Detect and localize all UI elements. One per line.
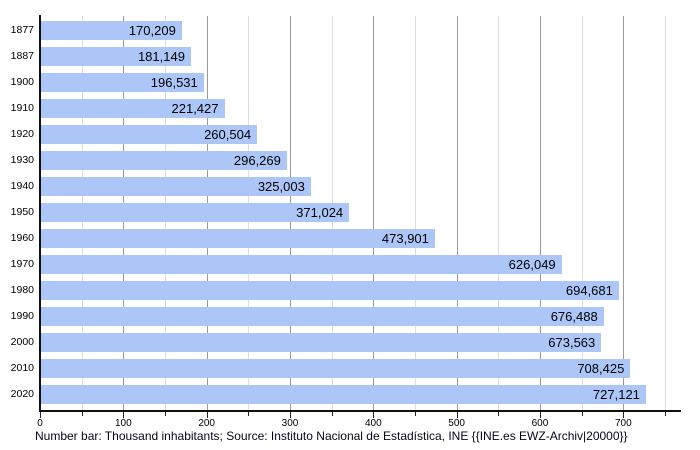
bar-1920: 260,504	[40, 124, 258, 144]
bar-row: 196,531	[40, 69, 668, 95]
bar-row: 181,149	[40, 43, 668, 69]
axis-tick-major	[123, 412, 125, 418]
plot-area: 170,209 181,149 196,531 221,427 260,504 296,2…	[40, 16, 668, 410]
x-tick-label: 600	[531, 418, 549, 429]
y-axis-line	[39, 15, 41, 411]
year-axis-label: 1910	[10, 102, 34, 114]
axis-tick-minor	[664, 412, 666, 416]
bar-row: 694,681	[40, 277, 668, 303]
x-tick-label: 0	[37, 418, 43, 429]
x-tick-label: 100	[114, 418, 132, 429]
bar-value-label: 260,504	[204, 126, 252, 142]
x-tick-label: 400	[364, 418, 382, 429]
year-axis-label: 1877	[10, 24, 34, 36]
axis-tick-major	[539, 412, 541, 418]
x-tick-label: 200	[198, 418, 215, 429]
bar-value-label: 708,425	[577, 360, 625, 376]
year-axis-label: 2000	[10, 336, 34, 348]
bar-row: 473,901	[40, 225, 668, 251]
bar-row: 371,024	[40, 199, 668, 225]
year-axis-label: 2020	[10, 388, 34, 400]
bar-2020: 727,121	[40, 384, 646, 404]
gridline-minor	[414, 16, 416, 410]
axis-tick-minor	[414, 412, 416, 416]
year-axis-label: 1930	[10, 154, 34, 166]
bar-row: 626,049	[40, 251, 668, 277]
bar-1940: 325,003	[40, 176, 311, 196]
x-tick-label: 300	[281, 418, 299, 429]
bar-1970: 626,049	[40, 254, 562, 274]
bar-row: 676,488	[40, 303, 668, 329]
axis-tick-minor	[581, 412, 583, 416]
bar-value-label: 371,024	[296, 204, 344, 220]
bar-value-label: 673,563	[548, 334, 596, 350]
axis-tick-major	[40, 412, 41, 418]
gridline-major	[456, 16, 458, 410]
bar-1877: 170,209	[40, 20, 182, 40]
x-tick-label: 500	[448, 418, 465, 429]
bar-value-label: 325,003	[257, 178, 305, 194]
year-axis-label: 1950	[10, 206, 34, 218]
bar-value-label: 181,149	[137, 48, 185, 64]
axis-tick-minor	[498, 412, 500, 416]
axis-tick-minor	[248, 412, 250, 416]
x-axis-line	[39, 410, 681, 412]
gridline-major	[539, 16, 541, 410]
bar-value-label: 170,209	[128, 22, 176, 38]
bar-1980: 694,681	[40, 280, 619, 300]
chart-caption: Number bar: Thousand inhabitants; Source…	[35, 429, 628, 443]
year-axis-label: 1960	[10, 232, 34, 244]
axis-tick-major	[206, 412, 208, 418]
axis-tick-major	[373, 412, 375, 418]
axis-tick-major	[456, 412, 458, 418]
bar-value-label: 296,269	[233, 152, 281, 168]
gridline-major	[373, 16, 375, 410]
gridline-minor	[498, 16, 500, 410]
year-axis-label: 1970	[10, 258, 34, 270]
gridline-minor	[664, 16, 666, 410]
bar-row: 296,269	[40, 147, 668, 173]
axis-tick-minor	[81, 412, 83, 416]
bar-value-label: 676,488	[550, 308, 598, 324]
bar-row: 727,121	[40, 381, 668, 407]
axis-tick-minor	[331, 412, 333, 416]
bar-row: 170,209	[40, 17, 668, 43]
x-tick-label: 700	[614, 418, 632, 429]
bar-value-label: 626,049	[508, 256, 556, 272]
gridline-major	[623, 16, 625, 410]
bar-1930: 296,269	[40, 150, 287, 170]
bar-1950: 371,024	[40, 202, 350, 222]
bar-value-label: 473,901	[381, 230, 429, 246]
bar-row: 221,427	[40, 95, 668, 121]
year-axis-label: 2010	[10, 362, 34, 374]
bar-2000: 673,563	[40, 332, 602, 352]
bar-2010: 708,425	[40, 358, 631, 378]
year-axis-label: 1900	[10, 76, 34, 88]
bar-row: 673,563	[40, 329, 668, 355]
year-axis-label: 1980	[10, 284, 34, 296]
axis-tick-major	[289, 412, 291, 418]
bar-value-label: 694,681	[565, 282, 613, 298]
bar-value-label: 727,121	[592, 386, 640, 402]
bar-1910: 221,427	[40, 98, 225, 118]
axis-tick-minor	[164, 412, 166, 416]
year-axis-label: 1990	[10, 310, 34, 322]
bar-value-label: 221,427	[171, 100, 219, 116]
year-axis-label: 1940	[10, 180, 34, 192]
bar-row: 325,003	[40, 173, 668, 199]
bar-1900: 196,531	[40, 72, 204, 92]
bar-row: 260,504	[40, 121, 668, 147]
axis-tick-major	[623, 412, 625, 418]
year-axis-label: 1920	[10, 128, 34, 140]
bar-1887: 181,149	[40, 46, 191, 66]
bar-row: 708,425	[40, 355, 668, 381]
bar-1960: 473,901	[40, 228, 435, 248]
gridline-minor	[581, 16, 583, 410]
bar-1990: 676,488	[40, 306, 604, 326]
year-axis-label: 1887	[10, 50, 34, 62]
bar-value-label: 196,531	[150, 74, 198, 90]
